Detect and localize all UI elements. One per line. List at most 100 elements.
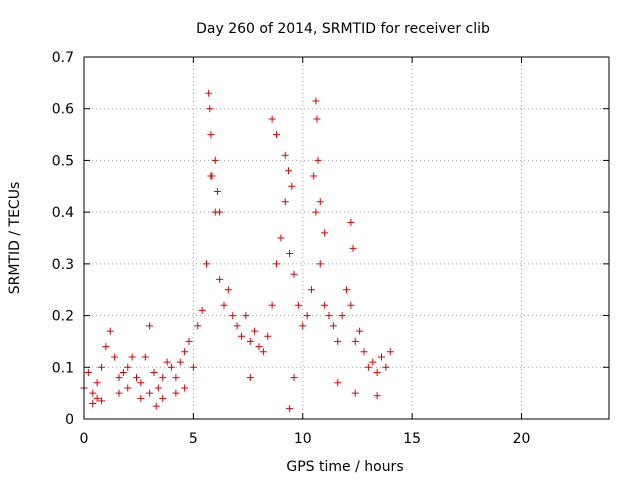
data-point xyxy=(299,322,307,330)
data-point xyxy=(93,394,101,402)
data-point xyxy=(137,379,145,387)
data-point xyxy=(313,115,321,123)
data-point xyxy=(213,187,221,195)
data-point xyxy=(360,348,368,356)
data-point xyxy=(220,301,228,309)
data-point xyxy=(321,229,329,237)
data-point xyxy=(246,374,254,382)
data-point xyxy=(273,260,280,268)
data-point xyxy=(386,348,394,356)
data-point xyxy=(356,327,364,335)
data-point xyxy=(288,182,296,190)
data-point xyxy=(124,363,132,371)
data-point xyxy=(224,286,232,294)
data-point xyxy=(181,348,189,356)
y-tick-labels: 0 0.1 0.2 0.3 0.4 0.5 0.6 0.7 xyxy=(52,50,74,428)
data-point xyxy=(286,250,294,258)
data-point xyxy=(290,270,298,278)
data-point xyxy=(146,389,154,397)
data-point xyxy=(378,353,385,361)
data-point xyxy=(373,392,381,400)
x-tick-label: 0 xyxy=(80,431,89,447)
data-point xyxy=(102,343,110,351)
grid-lines xyxy=(84,57,609,419)
data-point xyxy=(137,394,145,402)
x-tick-label: 5 xyxy=(189,431,198,447)
data-point xyxy=(264,332,272,340)
data-point xyxy=(343,286,350,294)
data-point xyxy=(314,156,322,164)
data-point xyxy=(89,399,97,407)
y-tick-label: 0 xyxy=(65,412,74,428)
data-point xyxy=(198,306,206,314)
data-point xyxy=(172,374,180,382)
data-point xyxy=(347,301,355,309)
data-point xyxy=(329,322,337,330)
data-point xyxy=(351,337,359,345)
data-point xyxy=(128,353,136,361)
data-point xyxy=(316,198,324,206)
data-point xyxy=(277,234,285,242)
data-point xyxy=(312,97,320,105)
data-point xyxy=(172,389,180,397)
data-point xyxy=(373,368,381,376)
x-tick-label: 15 xyxy=(403,431,421,447)
data-point xyxy=(141,353,149,361)
data-point xyxy=(347,218,355,226)
data-point xyxy=(98,397,105,405)
data-point xyxy=(334,379,342,387)
data-point xyxy=(208,172,216,180)
y-tick-label: 0.5 xyxy=(52,153,74,169)
y-tick-label: 0.3 xyxy=(52,257,74,273)
data-point xyxy=(93,379,101,387)
data-point xyxy=(115,389,123,397)
y-tick-label: 0.6 xyxy=(52,102,74,118)
data-point xyxy=(181,384,189,392)
data-points xyxy=(80,89,394,413)
data-point xyxy=(203,260,210,268)
data-point xyxy=(286,405,294,413)
data-point xyxy=(290,374,298,382)
plot-frame xyxy=(83,56,610,420)
axis-ticks xyxy=(83,56,609,420)
data-point xyxy=(294,301,302,309)
data-point xyxy=(242,312,250,320)
data-point xyxy=(229,312,237,320)
data-point xyxy=(216,275,224,283)
data-point xyxy=(334,337,342,345)
data-point xyxy=(189,363,197,371)
data-point xyxy=(133,374,140,382)
x-axis-label: GPS time / hours xyxy=(286,459,403,475)
x-tick-label: 20 xyxy=(513,431,531,447)
data-point xyxy=(185,337,193,345)
data-point xyxy=(321,301,329,309)
data-point xyxy=(111,353,119,361)
data-point xyxy=(216,208,224,216)
data-point xyxy=(159,374,167,382)
data-point xyxy=(281,198,289,206)
data-point xyxy=(159,394,167,402)
data-point xyxy=(168,363,175,371)
data-point xyxy=(206,105,214,113)
data-point xyxy=(152,402,160,410)
data-point xyxy=(233,322,241,330)
data-point xyxy=(369,358,377,366)
data-point xyxy=(281,151,289,159)
data-point xyxy=(154,384,162,392)
data-point xyxy=(246,337,254,345)
data-point xyxy=(316,260,324,268)
y-tick-label: 0.2 xyxy=(52,309,74,325)
data-point xyxy=(205,89,213,97)
data-point xyxy=(124,384,132,392)
data-point xyxy=(312,208,320,216)
data-point xyxy=(273,131,280,139)
data-point xyxy=(382,363,390,371)
data-point xyxy=(351,389,359,397)
data-point xyxy=(106,327,114,335)
data-point xyxy=(194,322,202,330)
data-point xyxy=(338,312,346,320)
data-point xyxy=(308,286,315,294)
data-point xyxy=(303,312,311,320)
y-tick-label: 0.1 xyxy=(52,360,74,376)
